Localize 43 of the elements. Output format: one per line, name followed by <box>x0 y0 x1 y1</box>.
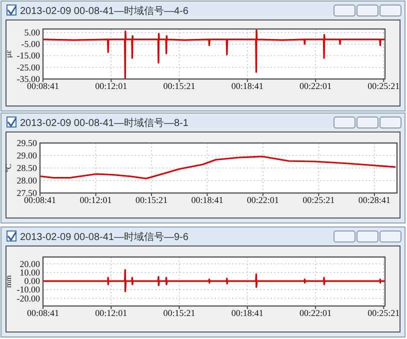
y-axis-title: °C <box>4 164 13 172</box>
x-tick-label: 00:12:01 <box>95 308 128 318</box>
y-tick-label: 27.50 <box>16 188 38 198</box>
x-tick-label: 00:25:21 <box>368 308 400 318</box>
y-tick-label: 0.00 <box>24 276 40 286</box>
x-tick-label: 00:08:41 <box>24 195 56 205</box>
x-tick-label: 00:15:21 <box>163 81 196 91</box>
y-tick-label: -35.00 <box>16 74 40 84</box>
x-tick-label: 00:08:41 <box>27 308 60 318</box>
x-tick-label: 00:22:01 <box>300 81 332 91</box>
y-tick-label: 28.00 <box>16 176 38 186</box>
x-tick-label: 00:25:21 <box>368 81 400 91</box>
chart-title: 2013-02-09 00-08-41—时域信号—4-6 <box>20 5 189 17</box>
chart-title: 2013-02-09 00-08-41—时域信号—9-6 <box>20 231 189 243</box>
y-tick-label: -15.00 <box>16 50 40 61</box>
y-axis-title: mm <box>4 274 13 288</box>
y-tick-label: -25.00 <box>16 62 40 72</box>
y-tick-label: -20.00 <box>16 293 40 304</box>
x-tick-label: 00:18:41 <box>191 195 224 205</box>
x-tick-label: 00:18:41 <box>231 308 264 318</box>
y-tick-label: 28.50 <box>16 163 38 173</box>
y-tick-label: 10.00 <box>20 267 40 278</box>
line-series <box>43 269 385 292</box>
x-tick-label: 00:08:41 <box>27 81 60 91</box>
y-axis-title: με <box>4 50 13 58</box>
line-series <box>40 156 396 180</box>
y-tick-label: -10.00 <box>16 284 40 295</box>
y-tick-label: 29.50 <box>16 138 38 148</box>
x-tick-label: 00:12:01 <box>80 195 112 205</box>
x-tick-label: 00:12:01 <box>95 81 128 91</box>
line-series <box>43 29 385 79</box>
x-tick-label: 00:25:21 <box>302 195 335 205</box>
x-tick-label: 00:18:41 <box>231 81 264 91</box>
y-tick-label: -5.00 <box>21 39 40 50</box>
y-tick-label: 5.00 <box>24 27 40 38</box>
x-tick-label: 00:28:41 <box>358 195 390 205</box>
y-tick-label: 20.00 <box>20 258 40 269</box>
x-tick-label: 00:15:21 <box>135 195 168 205</box>
y-tick-label: 29.00 <box>16 150 38 160</box>
x-tick-label: 00:15:21 <box>163 308 196 318</box>
x-tick-label: 00:22:01 <box>246 195 279 205</box>
x-tick-label: 00:22:01 <box>300 308 332 318</box>
chart-title: 2013-02-09 00-08-41—时域信号—8-1 <box>20 117 189 129</box>
